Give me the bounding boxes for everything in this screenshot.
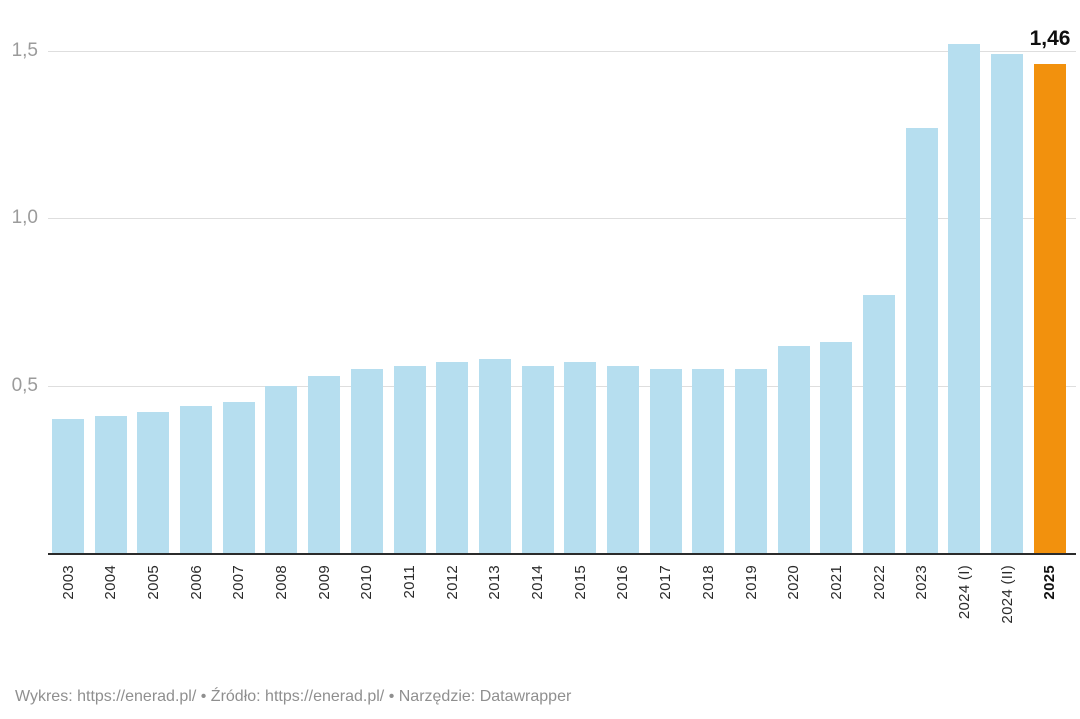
footer-chart-label: Wykres: (15, 688, 73, 705)
bar-2011 (393, 365, 426, 553)
x-tick-text: 2025 (1041, 565, 1059, 600)
x-axis-line (48, 553, 1076, 555)
bar-2019 (735, 368, 767, 553)
bar-2024 (II) (991, 54, 1024, 553)
x-tick-text: 2008 (272, 565, 290, 600)
footer-separator: • (388, 688, 395, 705)
x-tick-text: 2014 (529, 565, 547, 600)
x-tick-label-2017: 2017 (650, 565, 682, 675)
bar-2010 (350, 368, 383, 553)
x-tick-label-2005: 2005 (137, 565, 169, 675)
bars-container (52, 41, 1066, 553)
x-tick-label-2011: 2011 (394, 565, 426, 675)
bar-2023 (905, 128, 938, 553)
x-tick-text: 2004 (102, 565, 120, 600)
bar-2015 (564, 362, 597, 553)
y-tick-label-1,5: 1,5 (11, 40, 38, 61)
x-tick-label-2016: 2016 (607, 565, 639, 675)
x-tick-text: 2024 (II) (998, 565, 1016, 624)
bar-2013 (478, 358, 511, 553)
x-tick-label-2010: 2010 (351, 565, 383, 675)
footer-tool-label: Narzędzie: (398, 688, 476, 705)
x-tick-label-2022: 2022 (863, 565, 895, 675)
y-tick-label-1,0: 1,0 (11, 207, 38, 229)
bar-2016 (606, 365, 639, 553)
bar-2018 (692, 368, 725, 553)
bar-2024 (I) (948, 44, 981, 553)
bar-2004 (94, 415, 127, 553)
x-tick-label-2024 (I): 2024 (I) (948, 565, 980, 675)
bar-2022 (863, 295, 896, 553)
bar-2020 (777, 345, 810, 553)
value-label-2025: 1,46 (1029, 27, 1071, 50)
x-tick-text: 2023 (913, 565, 931, 600)
x-tick-label-2014: 2014 (522, 565, 554, 675)
footer-source-link[interactable]: https://enerad.pl/ (265, 688, 385, 705)
x-tick-text: 2016 (614, 565, 632, 600)
x-tick-text: 2018 (699, 565, 717, 600)
bar-2017 (649, 368, 682, 553)
x-tick-label-2013: 2013 (479, 565, 511, 675)
x-axis-labels: 2003 2004 2005 2006 2007 2008 2009 2010 2011 2012… (52, 565, 1066, 675)
x-tick-text: 2011 (401, 565, 418, 599)
footer-chart-link[interactable]: https://enerad.pl/ (77, 688, 197, 705)
footer-separator: • (200, 688, 207, 705)
bar-2025 (1033, 64, 1066, 553)
bar-2005 (137, 412, 170, 553)
bar-2007 (222, 402, 255, 553)
x-tick-text: 2010 (358, 565, 376, 600)
bar-2009 (308, 375, 341, 553)
x-tick-text: 2005 (144, 565, 162, 600)
x-tick-label-2012: 2012 (436, 565, 468, 675)
gridline-1,0 (48, 218, 1076, 220)
x-tick-text: 2003 (59, 565, 77, 600)
x-tick-text: 2021 (827, 565, 845, 600)
x-tick-label-2020: 2020 (778, 565, 810, 675)
x-tick-text: 2007 (230, 565, 248, 600)
x-tick-label-2023: 2023 (906, 565, 938, 675)
x-tick-text: 2015 (571, 565, 589, 600)
x-tick-text: 2019 (742, 565, 760, 600)
x-tick-label-2004: 2004 (95, 565, 127, 675)
x-tick-text: 2013 (486, 565, 504, 600)
x-tick-text: 2009 (315, 565, 333, 600)
x-tick-label-2019: 2019 (735, 565, 767, 675)
y-tick-label-0,5: 0,5 (11, 374, 38, 396)
bar-2012 (436, 362, 469, 553)
footer-tool-link[interactable]: Datawrapper (479, 688, 572, 705)
x-tick-label-2007: 2007 (223, 565, 255, 675)
footer: Wykres: https://enerad.pl/ • Źródło: htt… (15, 688, 571, 706)
x-tick-label-2024 (II): 2024 (II) (991, 565, 1023, 675)
x-tick-label-2009: 2009 (308, 565, 340, 675)
footer-source-label: Źródło: (210, 688, 261, 705)
x-tick-text: 2006 (187, 565, 205, 600)
bar-2008 (265, 385, 298, 553)
bar-2006 (180, 405, 213, 553)
gridline-0,5 (48, 385, 1076, 387)
bar-2014 (521, 365, 554, 553)
x-tick-label-2008: 2008 (265, 565, 297, 675)
x-tick-text: 2012 (443, 565, 461, 600)
x-tick-text: 2022 (870, 565, 888, 600)
x-tick-label-2018: 2018 (692, 565, 724, 675)
x-tick-label-2021: 2021 (820, 565, 852, 675)
x-tick-label-2006: 2006 (180, 565, 212, 675)
x-tick-text: 2017 (657, 565, 675, 600)
x-tick-text: 2024 (I) (955, 565, 973, 620)
x-tick-label-2003: 2003 (52, 565, 84, 675)
x-tick-label-2015: 2015 (564, 565, 596, 675)
x-tick-label-2025: 2025 (1034, 565, 1066, 675)
gridline-1,5 (48, 51, 1076, 52)
x-tick-text: 2020 (785, 565, 803, 600)
bar-2003 (52, 419, 84, 553)
bar-2021 (820, 342, 853, 553)
